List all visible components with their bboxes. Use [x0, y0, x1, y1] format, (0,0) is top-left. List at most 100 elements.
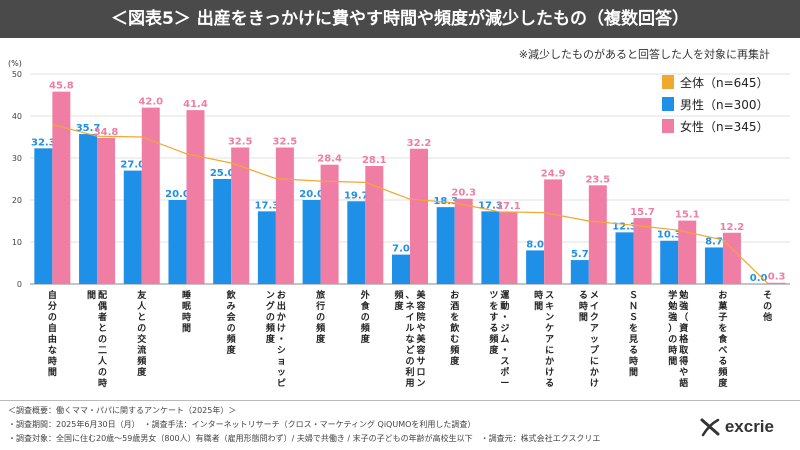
data-label-male: 17.3 — [255, 200, 280, 211]
bar-female — [499, 212, 518, 284]
x-tick-label: お出かけ・ショッピングの頻度 — [266, 290, 286, 389]
legend: 全体（n=645） 男性（n=300） 女性（n=345） — [662, 72, 769, 138]
data-label-male: 27.0 — [120, 160, 145, 171]
chart-title: ＜図表5＞ 出産をきっかけに費やす時間や頻度が減少したもの（複数回答） — [110, 9, 690, 29]
data-label-female: 32.5 — [228, 137, 253, 148]
brand-name: excrie — [724, 417, 774, 436]
data-label-male: 10.3 — [657, 230, 682, 241]
x-tick-label: 配偶者との二人の時間 — [87, 290, 108, 389]
survey-target: ・調査対象：全国に住む20歳～59歳男女（800人）有職者（雇用形態問わず）/ … — [8, 434, 601, 443]
bar-male — [257, 211, 276, 284]
bar-male — [392, 254, 410, 284]
brand-mark-icon — [700, 418, 720, 437]
data-label-female: 28.4 — [317, 154, 342, 165]
footer-divider — [0, 400, 800, 401]
survey-title: ＜調査概要：働くママ・パパに関するアンケート（2025年）＞ — [8, 406, 237, 415]
x-tick-label: 飲み会の頻度 — [226, 289, 237, 356]
data-label-male: 7.0 — [392, 244, 410, 255]
bar-female — [365, 165, 384, 284]
bar-female — [410, 148, 428, 284]
x-tick-label: 旅行の頻度 — [315, 289, 326, 345]
y-tick-label: 30 — [12, 154, 22, 163]
legend-swatch-male — [662, 97, 674, 111]
bar-female — [767, 282, 786, 284]
x-tick-label: 勉強（資格取得や語学勉強）の時間 — [667, 289, 689, 389]
bar-female — [320, 164, 339, 284]
bar-female — [186, 110, 205, 284]
data-label-female: 15.7 — [630, 207, 655, 218]
data-label-female: 42.0 — [138, 97, 163, 108]
data-label-male: 19.7 — [344, 190, 369, 201]
brand-logo: excrie — [699, 416, 774, 438]
y-tick-label: 40 — [12, 112, 22, 121]
data-label-male: 20.0 — [165, 189, 190, 200]
footnote-respondents: ※減少したものがあると回答した人を対象に再集計 — [518, 48, 770, 61]
bar-male — [79, 134, 98, 284]
y-tick-label: 10 — [12, 238, 22, 247]
y-tick-label: 20 — [12, 196, 22, 205]
legend-item-female: 女性（n=345） — [662, 116, 769, 136]
x-tick-label: スキンケアにかける時間 — [534, 289, 554, 389]
x-tick-label: 睡眠時間 — [182, 289, 191, 334]
bar-female — [544, 179, 563, 284]
data-label-female: 0.3 — [768, 272, 786, 283]
legend-item-male: 男性（n=300） — [662, 94, 769, 114]
survey-period: ・調査期間：2025年6月30日（月） ・調査手法：インターネットリサーチ（クロ… — [8, 420, 476, 429]
bar-female — [454, 198, 473, 284]
x-tick-label: その他 — [762, 290, 772, 323]
data-label-female: 15.1 — [675, 210, 700, 221]
bar-male — [436, 207, 455, 284]
bar-male — [347, 201, 366, 284]
data-label-male: 8.7 — [705, 236, 723, 247]
data-label-male: 20.0 — [299, 189, 324, 200]
x-tick-label: 自分の自由な時間 — [48, 289, 57, 378]
data-label-female: 41.4 — [183, 99, 208, 110]
bar-male — [570, 260, 589, 284]
data-label-male: 25.0 — [210, 168, 235, 179]
bar-female — [722, 232, 741, 284]
bar-female — [588, 185, 607, 284]
bar-female — [141, 107, 160, 284]
x-tick-label: 運動・ジム・スポーツをする頻度 — [489, 290, 509, 389]
data-label-male: 12.3 — [612, 221, 637, 232]
bar-male — [615, 232, 634, 284]
bar-male — [704, 247, 723, 284]
bar-male — [481, 211, 500, 284]
data-label-female: 32.5 — [273, 137, 298, 148]
data-label-female: 34.8 — [94, 127, 119, 138]
chart-title-banner: ＜図表5＞ 出産をきっかけに費やす時間や頻度が減少したもの（複数回答） — [0, 0, 800, 38]
bar-female — [52, 91, 71, 284]
data-label-female: 28.1 — [362, 155, 387, 166]
data-label-female: 12.2 — [720, 222, 745, 233]
bar-female — [633, 218, 652, 284]
data-label-male: 0.0 — [750, 273, 768, 284]
data-label-male: 35.7 — [76, 123, 101, 134]
data-label-female: 17.1 — [496, 201, 521, 212]
bar-female — [97, 137, 116, 284]
data-label-female: 24.9 — [541, 168, 566, 179]
bar-male — [34, 148, 53, 284]
bar-female — [678, 220, 697, 284]
data-label-female: 23.5 — [585, 174, 610, 185]
bar-male — [168, 200, 187, 284]
x-tick-label: 外食の頻度 — [360, 289, 371, 345]
y-tick-label: 0 — [17, 280, 22, 289]
bar-male — [660, 240, 679, 284]
legend-swatch-all — [662, 75, 674, 89]
data-label-male: 32.3 — [31, 137, 56, 148]
data-label-male: 8.0 — [526, 239, 544, 250]
bar-chart: (%) 0 10 20 30 40 50 32.3 45.8 自分の自由な時間 35.734.8 配偶… — [8, 59, 790, 389]
legend-item-all: 全体（n=645） — [662, 72, 769, 92]
data-label-female: 45.8 — [49, 81, 74, 92]
survey-overview: ＜調査概要：働くママ・パパに関するアンケート（2025年）＞ ・調査期間：202… — [8, 404, 600, 446]
line-all — [52, 123, 769, 284]
data-label-female: 32.2 — [407, 138, 432, 149]
legend-label-all: 全体（n=645） — [680, 75, 769, 90]
bar-male — [526, 250, 545, 284]
data-label-female: 20.3 — [451, 188, 476, 199]
y-tick-label: 50 — [12, 70, 22, 79]
bar-male — [302, 200, 321, 284]
legend-label-male: 男性（n=300） — [680, 97, 769, 112]
data-label-male: 5.7 — [571, 249, 589, 260]
bar-male — [123, 170, 142, 284]
